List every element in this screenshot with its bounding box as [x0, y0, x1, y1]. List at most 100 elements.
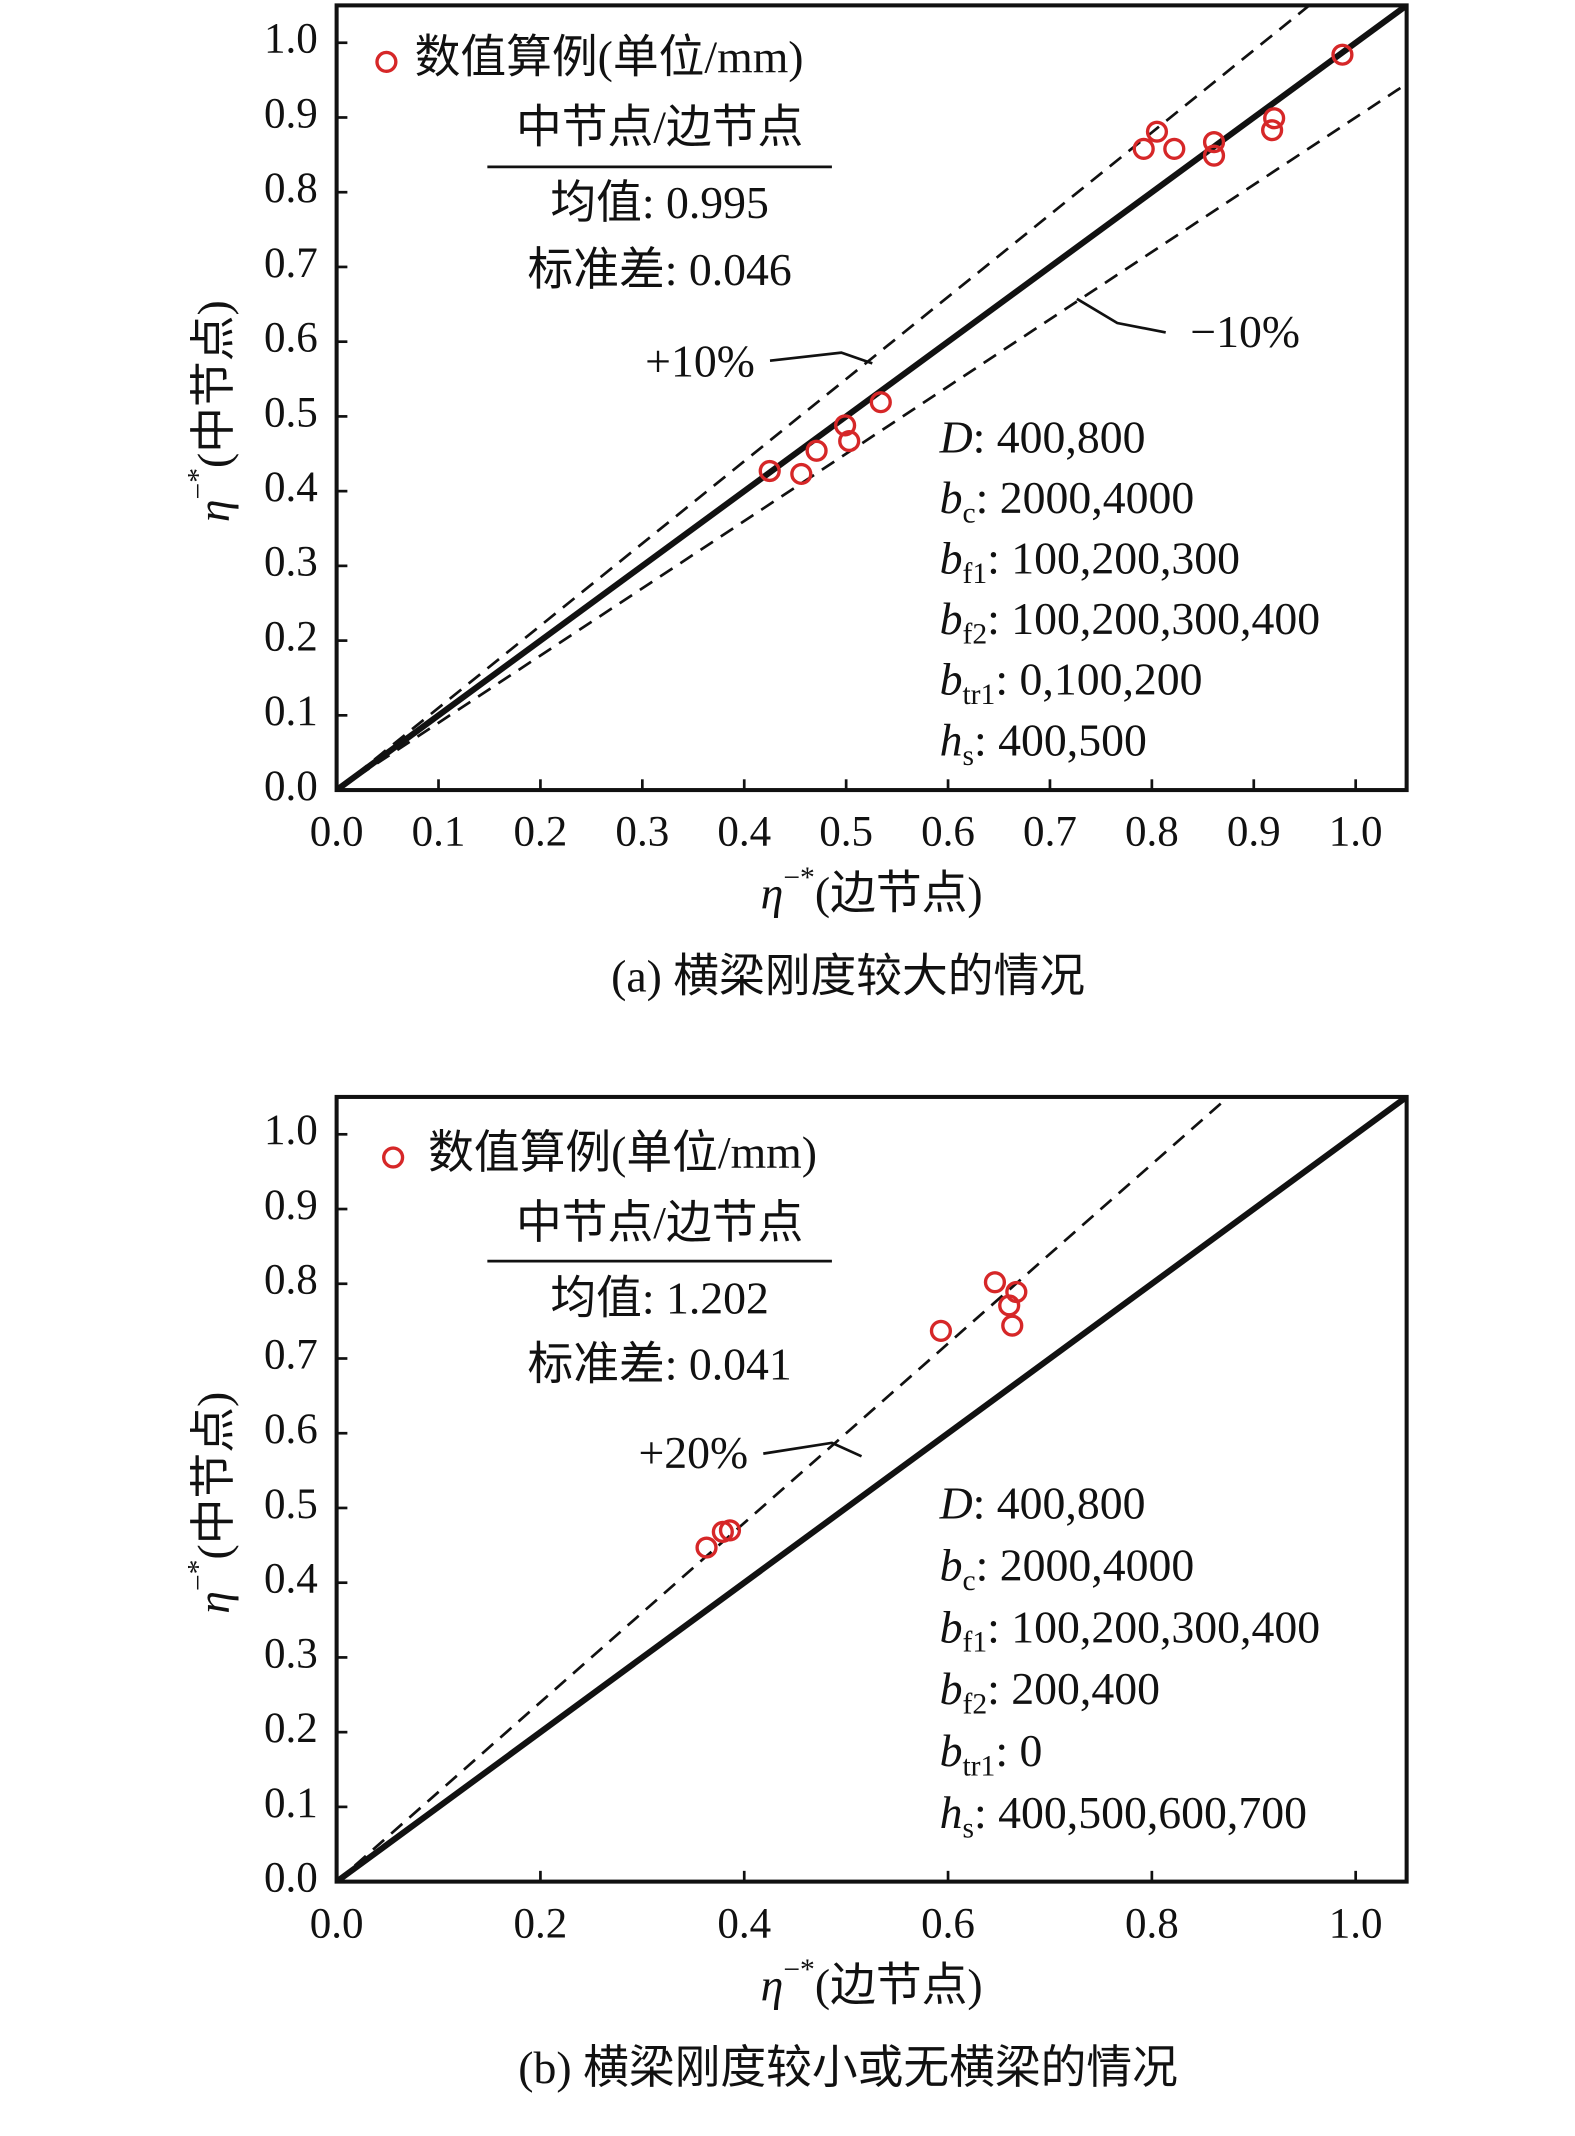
- plot-frame: [334, 3, 1409, 793]
- xlabel-symbol: η: [761, 867, 784, 918]
- y-tick-label: 0.5: [264, 1481, 318, 1528]
- param-text: : 400,800: [973, 1477, 1146, 1528]
- param-text: : 0,100,200: [995, 653, 1202, 704]
- param-text: : 2000,4000: [976, 1539, 1195, 1590]
- xlabel: η−*(边节点): [761, 862, 983, 918]
- leader-line: [769, 351, 873, 365]
- param-text: : 400,500: [974, 714, 1147, 765]
- data-point: [1261, 119, 1284, 142]
- param-sub: tr1: [962, 1750, 995, 1782]
- data-point: [695, 1536, 718, 1559]
- y-tick-label: 0.3: [264, 1630, 318, 1677]
- param: bf1: 100,200,300: [940, 532, 1240, 590]
- param: bc: 2000,4000: [940, 1539, 1195, 1597]
- y-tick-label: 0.0: [264, 763, 318, 810]
- dashed-line: [336, 5, 1312, 791]
- param: D: 400,800: [939, 411, 1146, 462]
- data-point: [1263, 107, 1286, 130]
- legend-marker: [375, 50, 398, 74]
- param-sub: f2: [962, 1688, 987, 1720]
- y-tick-label: 0.4: [264, 464, 318, 511]
- param-symbol: D: [939, 1477, 973, 1528]
- param-symbol: b: [940, 472, 963, 523]
- line-label: −10%: [1190, 306, 1300, 357]
- data-point: [718, 1519, 742, 1542]
- x-tick-label: 0.7: [1023, 809, 1077, 856]
- param: bf2: 100,200,300,400: [940, 593, 1321, 651]
- param-sub: s: [962, 1812, 974, 1844]
- x-tick-label: 0.0: [310, 809, 364, 856]
- x-tick-label: 0.5: [819, 809, 873, 856]
- param-text: : 400,500,600,700: [974, 1787, 1307, 1838]
- stats-mean: 均值: 1.202: [550, 1272, 769, 1323]
- x-tick-label: 0.4: [717, 809, 771, 856]
- data-point: [1145, 120, 1169, 143]
- x-tick-label: 0.1: [412, 809, 466, 856]
- param: bf1: 100,200,300,400: [940, 1601, 1321, 1659]
- ylabel-text: (中节点): [188, 300, 239, 468]
- reference-line: [336, 1096, 1407, 1882]
- param-symbol: b: [940, 1663, 963, 1714]
- data-point: [838, 429, 861, 453]
- xlabel-sup: −*: [783, 1954, 815, 1986]
- y-tick-label: 0.8: [264, 165, 318, 212]
- x-tick-label: 0.2: [514, 1900, 568, 1947]
- param-symbol: h: [940, 1787, 963, 1838]
- x-tick-label: 1.0: [1329, 1900, 1383, 1947]
- x-tick-label: 0.0: [310, 1900, 364, 1947]
- chart: 0.0 0.2 0.4 0.6 0.8 1.0 0.0 0.1 0.2 0.3 0.4 0.5 0.6 0…: [182, 1094, 1409, 2093]
- line-label: +20%: [638, 1427, 748, 1478]
- param-sub: c: [962, 497, 975, 529]
- y-tick-label: 0.2: [264, 613, 318, 660]
- data-point: [998, 1294, 1021, 1317]
- y-tick-label: 0.4: [264, 1556, 318, 1603]
- param: D: 400,800: [939, 1477, 1146, 1528]
- param: btr1: 0: [940, 1725, 1043, 1783]
- param-symbol: b: [940, 593, 963, 644]
- y-tick-label: 0.7: [264, 1331, 318, 1378]
- data-point: [1202, 144, 1226, 167]
- leader-line: [1076, 297, 1166, 334]
- plot-frame: [334, 1094, 1409, 1884]
- y-tick-label: 0.1: [264, 688, 318, 735]
- x-tick-label: 0.8: [1125, 809, 1179, 856]
- param: bc: 2000,4000: [940, 472, 1195, 530]
- data-point: [834, 414, 857, 437]
- param-text: : 200,400: [987, 1663, 1160, 1714]
- x-tick-label: 0.6: [921, 809, 975, 856]
- y-tick-label: 1.0: [264, 16, 318, 63]
- stats-mean: 均值: 0.995: [550, 177, 769, 228]
- ylabel: η−*(中节点): [182, 1392, 238, 1614]
- caption: (b) 横梁刚度较小或无横梁的情况: [518, 2042, 1178, 2093]
- y-tick-label: 0.6: [264, 315, 318, 362]
- data-point: [1202, 131, 1226, 154]
- x-tick-label: 0.6: [921, 1900, 975, 1947]
- ylabel-text: (中节点): [188, 1392, 239, 1560]
- legend-marker: [382, 1146, 405, 1169]
- xlabel-text: (边节点): [815, 867, 983, 918]
- param-sub: f1: [962, 558, 987, 590]
- caption: (a) 横梁刚度较大的情况: [611, 951, 1085, 1002]
- data-point: [1163, 137, 1186, 160]
- param-text: : 2000,4000: [976, 472, 1195, 523]
- y-tick-label: 0.9: [264, 90, 318, 137]
- param-symbol: b: [940, 1601, 963, 1652]
- param-text: : 100,200,300: [987, 532, 1240, 583]
- y-tick-label: 0.8: [264, 1257, 318, 1304]
- x-tick-label: 0.4: [717, 1900, 771, 1947]
- ylabel-sup: −*: [182, 1559, 214, 1591]
- data-point: [983, 1271, 1007, 1294]
- leader-line: [763, 1441, 863, 1458]
- data-point: [1331, 43, 1354, 66]
- xlabel: η−*(边节点): [761, 1954, 983, 2010]
- param-text: : 100,200,300,400: [987, 1601, 1320, 1652]
- y-tick-label: 1.0: [264, 1107, 318, 1154]
- param-symbol: b: [940, 1539, 963, 1590]
- legend-label: 数值算例(单位/mm): [428, 1127, 817, 1178]
- y-tick-label: 0.5: [264, 389, 318, 436]
- y-tick-label: 0.7: [264, 240, 318, 287]
- data-point: [929, 1319, 953, 1342]
- param: hs: 400,500: [940, 714, 1147, 772]
- x-tick-label: 0.9: [1227, 809, 1281, 856]
